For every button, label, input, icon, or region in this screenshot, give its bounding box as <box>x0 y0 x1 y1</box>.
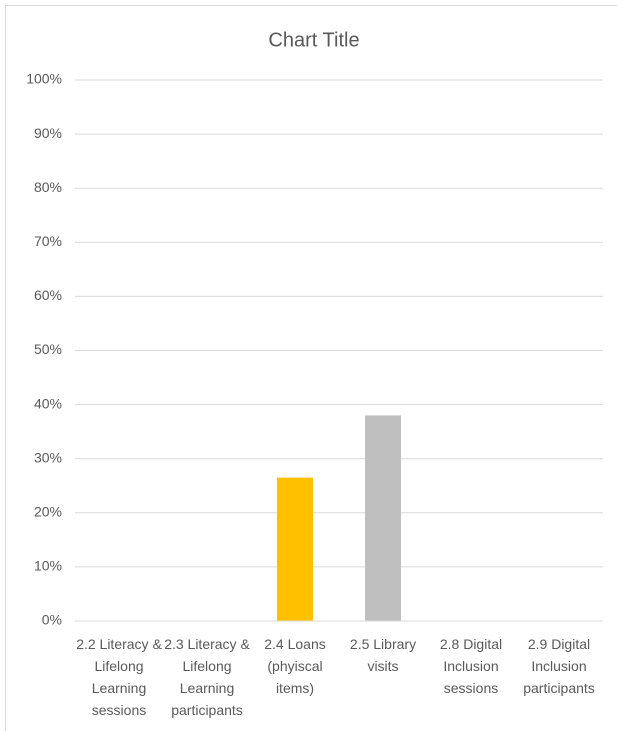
x-tick-label: 2.8 Digital Inclusion sessions <box>440 636 502 696</box>
x-tick-line: sessions <box>444 680 498 696</box>
x-tick-line: Lifelong <box>94 658 143 674</box>
x-tick-line: 2.3 Literacy & <box>164 636 250 652</box>
x-tick-line: Learning <box>92 680 147 696</box>
x-tick-label: 2.5 Library visits <box>350 636 416 674</box>
y-tick-label: 30% <box>34 449 62 465</box>
x-tick-line: participants <box>523 680 595 696</box>
y-tick-label: 60% <box>34 287 62 303</box>
x-tick-label: 2.9 Digital Inclusion participants <box>523 636 595 696</box>
y-tick-label: 20% <box>34 504 62 520</box>
chart-border <box>5 5 617 731</box>
y-tick-label: 90% <box>34 125 62 141</box>
y-tick-label: 10% <box>34 558 62 574</box>
y-tick-label: 100% <box>26 71 62 87</box>
x-tick-line: (phyiscal <box>267 658 322 674</box>
x-tick-line: Inclusion <box>531 658 586 674</box>
x-tick-line: 2.8 Digital <box>440 636 502 652</box>
y-tick-label: 0% <box>42 612 62 628</box>
x-tick-label: 2.2 Literacy & Lifelong Learning sessions <box>76 636 162 718</box>
bar <box>365 415 401 621</box>
x-tick-line: Inclusion <box>443 658 498 674</box>
x-tick-label: 2.3 Literacy & Lifelong Learning participan… <box>164 636 250 718</box>
x-tick-line: participants <box>171 702 243 718</box>
y-tick-label: 80% <box>34 179 62 195</box>
x-tick-line: Lifelong <box>182 658 231 674</box>
x-tick-line: sessions <box>92 702 146 718</box>
x-tick-line: visits <box>367 658 398 674</box>
x-tick-line: 2.4 Loans <box>264 636 326 652</box>
chart-title: Chart Title <box>268 29 359 51</box>
y-tick-label: 70% <box>34 233 62 249</box>
y-tick-label: 40% <box>34 395 62 411</box>
x-tick-line: items) <box>276 680 314 696</box>
x-tick-line: 2.5 Library <box>350 636 416 652</box>
x-tick-line: Learning <box>180 680 235 696</box>
y-tick-label: 50% <box>34 341 62 357</box>
bar <box>277 477 313 621</box>
x-tick-line: 2.2 Literacy & <box>76 636 162 652</box>
x-tick-line: 2.9 Digital <box>528 636 590 652</box>
x-tick-label: 2.4 Loans (phyiscal items) <box>264 636 326 696</box>
